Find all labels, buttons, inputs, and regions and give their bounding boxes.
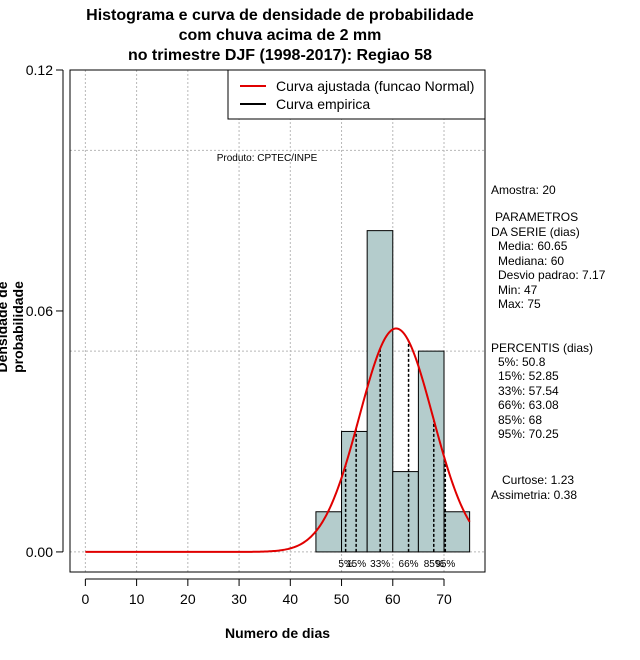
x-tick-label: 70 [436,591,452,607]
stat-max: Max: 75 [498,297,541,311]
x-tick-label: 0 [81,591,89,607]
axis-layer: 0 10 20 30 40 50 60 70 0.00 0.06 0.12 [26,62,452,607]
normal-fit-curve [85,327,471,553]
histogram-bar-5 [417,350,445,553]
percentile-66: 66%: 63.08 [498,398,559,412]
chart-title-line-1: Histograma e curva de densidade de proba… [86,7,474,24]
stat-skewness: Assimetria: 0.38 [491,488,578,502]
x-tick-label: 50 [334,591,350,607]
stat-min: Min: 47 [498,283,538,297]
percentile-5: 5%: 50.8 [498,355,546,369]
legend-box [227,69,486,120]
chart-title-line-2: com chuva acima de 2 mm [178,27,382,44]
params-subtitle: DA SERIE (dias) [491,225,580,239]
percentile-85: 85%: 68 [498,413,543,427]
stat-median: Mediana: 60 [498,254,565,268]
histogram-bar-6 [443,511,471,553]
percentiles-title: PERCENTIS (dias) [491,341,594,355]
y-axis-label: Densidade de probabilidade [0,281,26,373]
stat-sd: Desvio padrao: 7.17 [498,268,606,282]
sample-size: Amostra: 20 [491,183,556,197]
y-tick-label: 0.06 [26,303,53,319]
stat-kurtosis: Curtose: 1.23 [502,473,575,487]
histogram-bar-4 [392,471,419,553]
x-tick-label: 10 [129,591,145,607]
x-axis-label: Numero de dias [224,625,331,641]
chart-title-line-3: no trimestre DJF (1998-2017): Regiao 58 [127,47,433,64]
percentile-95: 95%: 70.25 [498,427,559,441]
percentile-15: 15%: 52.85 [498,369,559,383]
percentile-label-6: 95% [435,559,455,570]
percentile-label-5: 85% [424,559,444,570]
x-tick-label: 60 [385,591,401,607]
percentile-label-1: 5% [338,559,353,570]
percentile-label-4: 66% [399,559,419,570]
bar-layer [315,230,471,553]
x-tick-label: 30 [231,591,247,607]
y-tick-label: 0.12 [26,62,53,78]
x-tick-label: 20 [180,591,196,607]
curve-layer [85,327,471,553]
legend-label-empirical: Curva empirica [276,96,370,112]
product-label: Produto: CPTEC/INPE [217,153,318,164]
percentile-layer: 5%15% 33% 66% 85%95% [338,340,455,570]
histogram-bar-1 [315,511,343,553]
params-title: PARAMETROS [495,210,579,224]
percentile-33: 33%: 57.54 [498,384,559,398]
y-tick-label: 0.00 [26,544,53,560]
stat-mean: Media: 60.65 [498,239,568,253]
legend: Curva ajustada (funcao Normal) Curva emp… [227,69,486,120]
x-tick-label: 40 [283,591,299,607]
legend-label-fit: Curva ajustada (funcao Normal) [276,78,474,94]
percentile-label-2: 15% [346,559,366,570]
percentile-label-3: 33% [370,559,390,570]
